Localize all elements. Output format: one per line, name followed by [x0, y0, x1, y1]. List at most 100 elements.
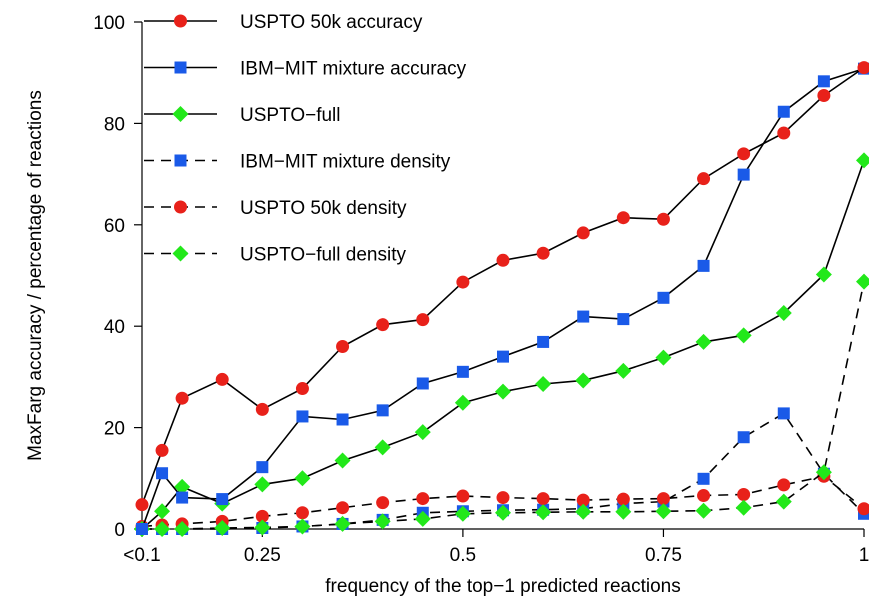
data-point: [495, 383, 511, 400]
x-tick-label: 0.75: [645, 545, 682, 566]
data-point: [695, 333, 712, 350]
data-point: [815, 464, 832, 481]
legend-label: USPTO 50k density: [240, 198, 407, 219]
data-point: [176, 491, 189, 504]
data-point: [857, 61, 869, 75]
data-point: [214, 519, 231, 536]
data-point: [737, 147, 751, 161]
legend-label: USPTO 50k accuracy: [240, 12, 423, 33]
series-1: [136, 62, 869, 535]
legend-marker: [174, 154, 187, 167]
data-point: [856, 152, 869, 169]
data-point: [376, 404, 389, 417]
series-line: [141, 66, 865, 505]
data-point: [777, 478, 791, 492]
data-point: [254, 519, 271, 536]
data-point: [295, 506, 309, 520]
data-point: [156, 467, 169, 480]
data-point: [697, 259, 710, 272]
data-point: [656, 212, 670, 226]
data-point: [174, 478, 191, 495]
data-point: [695, 502, 712, 519]
data-point: [215, 372, 229, 386]
data-point: [777, 105, 790, 118]
data-point: [416, 492, 430, 506]
data-point: [296, 410, 309, 423]
data-point: [857, 502, 869, 516]
data-point: [735, 499, 752, 516]
data-point: [777, 126, 791, 140]
data-point: [256, 461, 269, 474]
legend-label: IBM−MIT mixture accuracy: [240, 59, 467, 80]
data-point: [737, 168, 750, 181]
data-point: [154, 521, 171, 537]
data-point: [537, 335, 550, 348]
data-point: [577, 310, 590, 323]
data-point: [154, 503, 171, 520]
data-point: [576, 226, 590, 240]
data-point: [376, 496, 390, 510]
series-0: [135, 61, 869, 512]
data-point: [334, 515, 351, 532]
data-point: [817, 75, 830, 88]
data-point: [815, 266, 832, 283]
legend-marker: [174, 61, 187, 74]
data-point: [615, 362, 632, 379]
y-axis-label: MaxFarg accuracy / percentage of reactio…: [25, 90, 46, 461]
data-point: [376, 318, 390, 332]
series-2: [134, 152, 869, 537]
data-point: [136, 523, 148, 535]
series-layer: [134, 61, 869, 537]
data-point: [414, 510, 431, 527]
legend-entry: USPTO−full: [144, 105, 341, 126]
x-tick-label: <0.1: [123, 545, 161, 566]
data-point: [657, 291, 670, 304]
legend-marker: [174, 14, 187, 28]
data-point: [697, 472, 710, 485]
legend-label: USPTO−full: [240, 105, 341, 126]
data-point: [334, 452, 351, 469]
data-point: [615, 503, 632, 520]
legend-entry: USPTO−full density: [144, 245, 406, 266]
data-point: [697, 172, 711, 186]
data-point: [496, 491, 510, 505]
data-point: [616, 492, 630, 506]
data-point: [737, 431, 750, 444]
data-point: [255, 509, 269, 523]
data-point: [655, 349, 672, 366]
data-point: [454, 394, 471, 411]
data-point: [336, 413, 349, 426]
series-line: [141, 475, 865, 528]
data-point: [454, 505, 471, 522]
legend-marker: [172, 245, 189, 262]
data-point: [496, 253, 510, 267]
legend-marker: [172, 106, 189, 122]
y-tick-label: 40: [104, 317, 125, 338]
data-point: [456, 365, 469, 378]
x-axis-label: frequency of the top−1 predicted reactio…: [325, 576, 680, 597]
y-tick-label: 80: [104, 114, 125, 135]
x-tick-label: 1: [859, 545, 869, 566]
data-point: [775, 305, 792, 322]
data-point: [255, 402, 269, 416]
data-point: [294, 470, 311, 487]
data-point: [697, 489, 711, 503]
data-point: [575, 372, 592, 389]
data-point: [775, 493, 792, 510]
data-point: [576, 493, 590, 507]
x-tick-label: 0.25: [244, 545, 281, 566]
data-point: [174, 521, 191, 537]
data-point: [336, 501, 350, 515]
data-point: [456, 489, 470, 503]
series-line: [141, 67, 865, 530]
data-point: [175, 391, 189, 405]
legend-label: IBM−MIT mixture density: [240, 152, 451, 173]
data-point: [374, 513, 391, 530]
data-point: [254, 476, 271, 493]
legend-label: USPTO−full density: [240, 245, 406, 266]
y-tick-label: 100: [93, 13, 125, 34]
data-point: [294, 518, 311, 535]
axes: 0 20 40 60 80 100 <0.1 0.25 0.5 0.75 1: [93, 13, 869, 566]
data-point: [616, 211, 630, 225]
